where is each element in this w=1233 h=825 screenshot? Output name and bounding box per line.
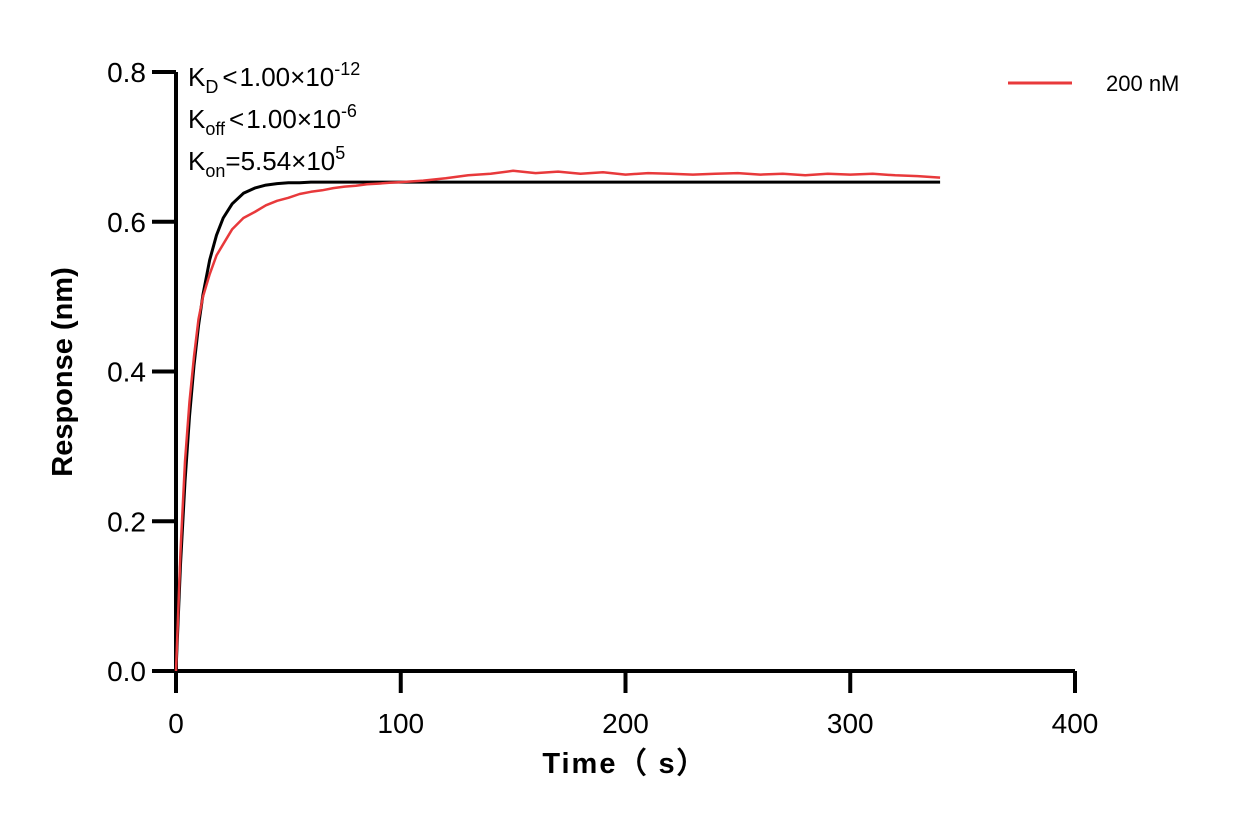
x-tick-label: 400 — [1052, 708, 1099, 739]
y-tick-label: 0.8 — [107, 57, 146, 88]
y-tick-label: 0.0 — [107, 656, 146, 687]
legend: 200 nM — [1008, 71, 1179, 96]
y-tick-label: 0.4 — [107, 357, 146, 388]
kd-annotation: KD <1.00×10-12 — [188, 59, 360, 97]
y-tick-label: 0.2 — [107, 506, 146, 537]
kinetics-annotations: KD <1.00×10-12 Koff <1.00×10-6 Kon=5.54×10… — [188, 59, 360, 181]
y-tick-label: 0.6 — [107, 207, 146, 238]
legend-label-200nm: 200 nM — [1106, 71, 1179, 96]
y-axis-ticks: 0.0 0.2 0.4 0.6 0.8 — [107, 57, 176, 687]
x-tick-label: 100 — [377, 708, 424, 739]
x-axis-title: Time（ s） — [542, 747, 707, 780]
series-200nm-line — [174, 169, 941, 672]
x-axis-ticks: 0 100 200 300 400 — [168, 671, 1098, 739]
x-tick-label: 0 — [168, 708, 184, 739]
x-tick-label: 300 — [827, 708, 874, 739]
koff-annotation: Koff <1.00×10-6 — [188, 101, 357, 139]
y-axis-title: Response (nm) — [47, 267, 79, 476]
kon-annotation: Kon=5.54×105 — [188, 143, 345, 181]
plot-area — [174, 169, 941, 672]
fit-curve-line — [174, 180, 941, 672]
x-tick-label: 200 — [602, 708, 649, 739]
